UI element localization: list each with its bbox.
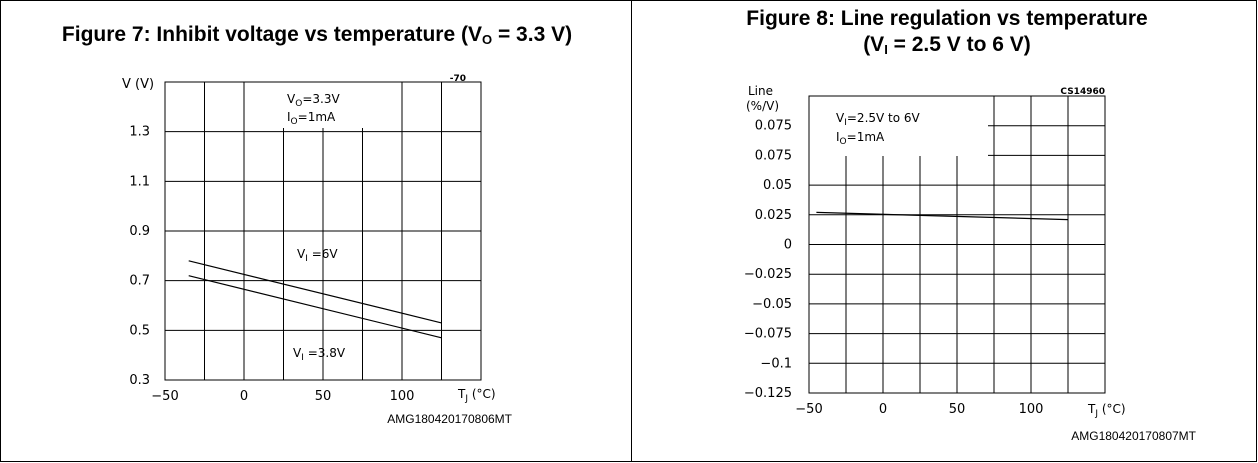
chart1-corner-tag: -70 — [450, 74, 466, 84]
chart2-condition-io: IO=1mA — [836, 130, 885, 147]
chart1-series-label-6v: VI =6V — [297, 247, 338, 264]
chart1-code: AMG180420170806MT — [387, 412, 512, 426]
chart2-y-tick-label: 0.075 — [755, 148, 792, 163]
chart1-x-tick-label: 100 — [390, 389, 415, 404]
chart2-y-tick-label: −0.1 — [760, 356, 792, 371]
chart2-series-line-1 — [816, 211, 1069, 221]
chart1-condition-vo: VO=3.3V — [287, 92, 340, 109]
chart1-series-line-1 — [188, 260, 442, 324]
chart1-y-tick-label: 0.7 — [129, 274, 150, 289]
chart2-ylabel-line1: Line — [748, 84, 773, 98]
chart2-x-tick-label: 50 — [949, 402, 966, 417]
chart1-y-tick-label: 0.9 — [129, 224, 150, 239]
chart1-y-tick-label: 0.3 — [129, 373, 150, 388]
chart1-x-tick-label: −50 — [151, 389, 178, 404]
chart2-y-tick-label: 0.075 — [755, 119, 792, 134]
chart2-y-tick-label: 0.025 — [755, 208, 792, 223]
chart1-series-label-3v8: VI =3.8V — [293, 346, 346, 363]
chart2-condition-vi: VI=2.5V to 6V — [836, 111, 921, 128]
chart2-y-tick-label: −0.075 — [744, 327, 792, 342]
chart1-y-tick-label: 0.5 — [129, 323, 150, 338]
chart2-x-tick-label: −50 — [795, 402, 822, 417]
chart2-ylabel-line2: (%/V) — [746, 99, 779, 113]
figure-8-title: Figure 8: Line regulation vs temperature… — [746, 7, 1148, 57]
chart2-corner-tag: CS14960 — [1060, 87, 1105, 97]
chart1-x-tick-label: 0 — [240, 389, 248, 404]
chart1-x-tick-label: 50 — [315, 389, 332, 404]
chart1-y-tick-label: 1.3 — [129, 125, 150, 140]
chart1-xlabel: TJ (°C) — [457, 387, 496, 404]
chart1-series-line-2 — [188, 275, 442, 339]
figure-7-title: Figure 7: Inhibit voltage vs temperature… — [61, 23, 573, 47]
chart1-condition-io: IO=1mA — [287, 110, 336, 127]
chart2-y-tick-label: −0.05 — [752, 297, 792, 312]
chart1-ylabel: V (V) — [122, 77, 154, 92]
chart2-x-tick-label: 100 — [1019, 402, 1044, 417]
figure-divider — [631, 0, 632, 462]
chart1-y-tick-label: 1.1 — [129, 174, 150, 189]
chart2-y-tick-label: 0 — [784, 238, 792, 253]
chart2-y-tick-label: 0.05 — [763, 178, 792, 193]
chart2-y-tick-label: −0.125 — [744, 386, 792, 401]
chart2-x-tick-label: 0 — [879, 402, 887, 417]
chart2-y-tick-label: −0.025 — [744, 267, 792, 282]
chart2-code: AMG180420170807MT — [1071, 429, 1196, 443]
chart2-xlabel: TJ (°C) — [1087, 402, 1126, 419]
